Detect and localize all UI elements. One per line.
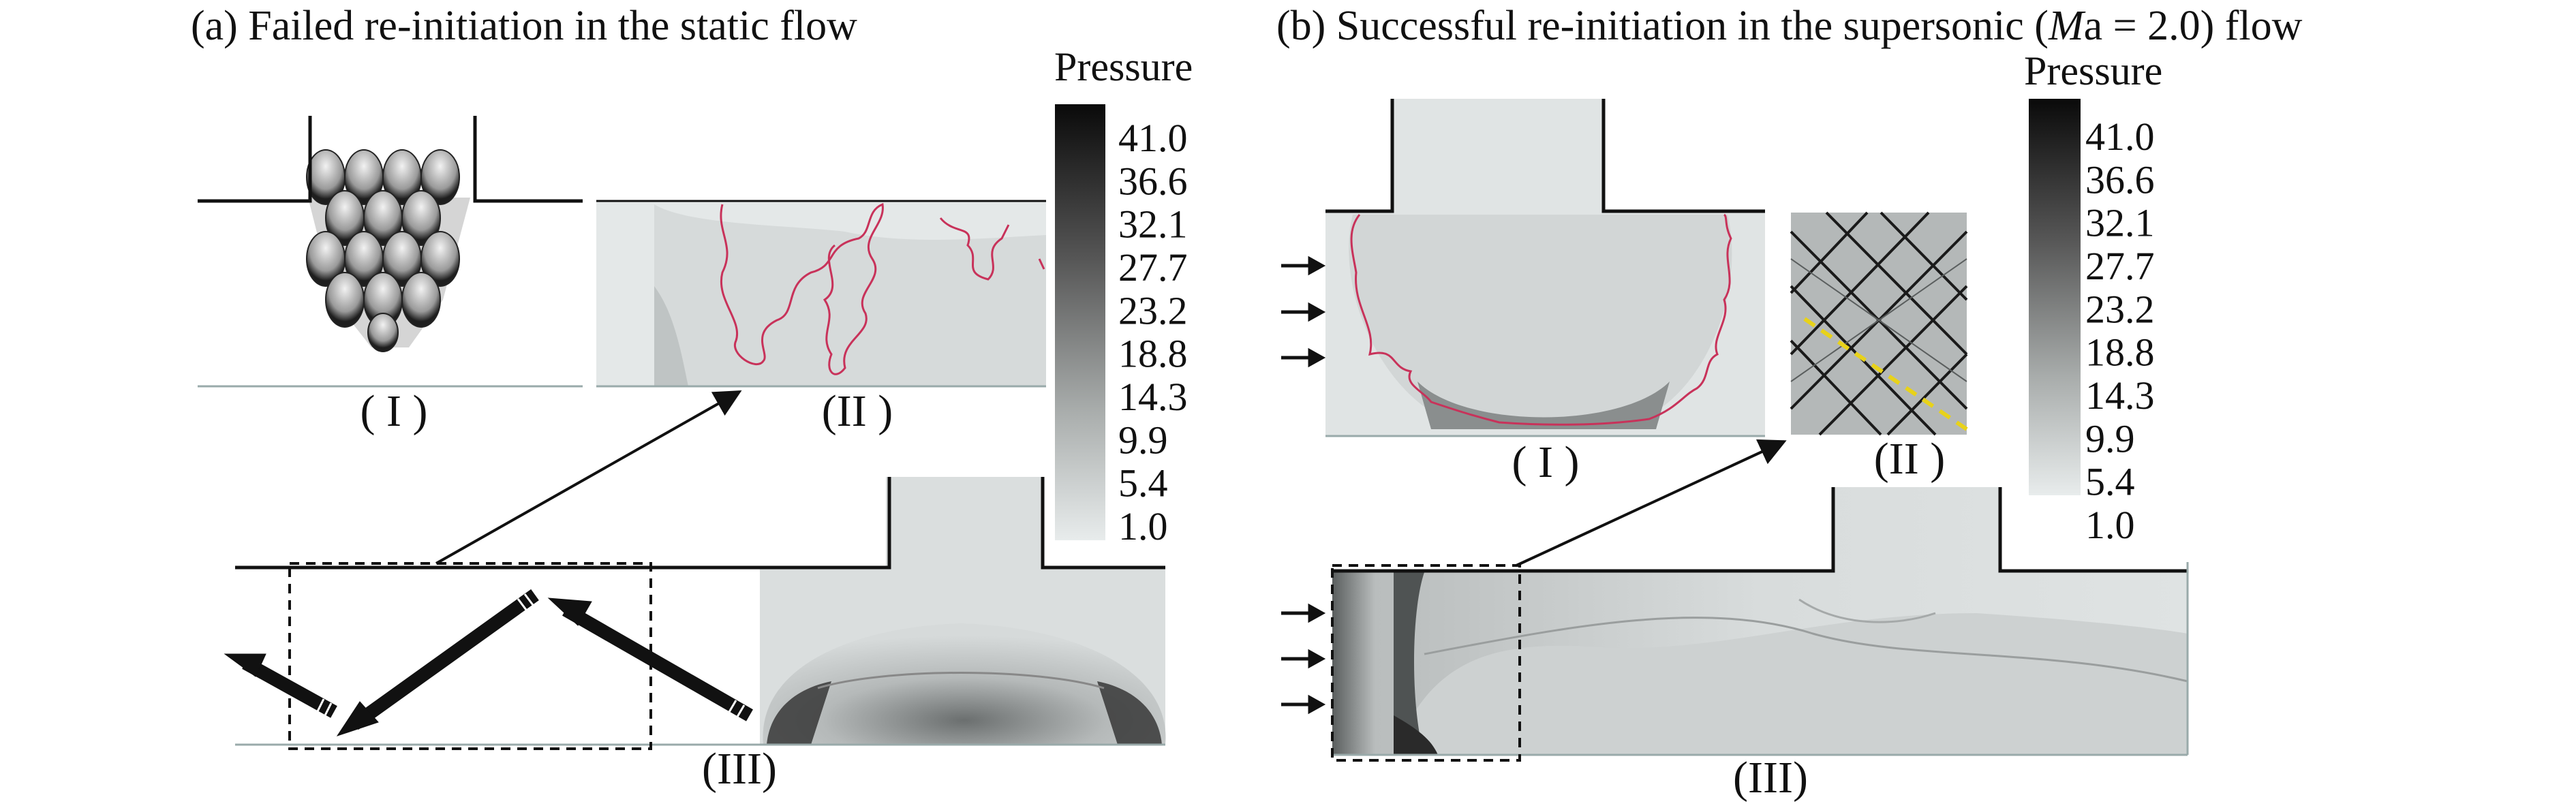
panel-a-colorbar-tick-1: 36.6 [1118, 159, 1188, 203]
panel-a-title: (a) Failed re-initiation in the static f… [191, 3, 857, 49]
panel-b-colorbar-gradient [2029, 99, 2081, 495]
panel-b-subfigure-III: (III) [1281, 439, 2189, 803]
panel-a-label-II: (II ) [822, 386, 893, 436]
panel-b-II-dashed-line [1803, 317, 1968, 431]
panel-b-colorbar-tick-5: 18.8 [2085, 330, 2155, 375]
panel-b-colorbar: Pressure 41.036.632.127.723.218.814.39.9… [2024, 48, 2162, 547]
panel-b-label-I: ( I ) [1512, 437, 1580, 487]
panel-b-colorbar-tick-6: 14.3 [2085, 373, 2155, 418]
panel-b-III-wall [1332, 487, 2188, 573]
panel-a-colorbar-tick-5: 18.8 [1118, 332, 1188, 376]
panel-b-II-field [1791, 213, 1967, 435]
panel-a-colorbar-tick-8: 5.4 [1118, 461, 1168, 506]
panel-b-colorbar-tick-9: 1.0 [2085, 503, 2135, 547]
panel-b-colorbar-tick-3: 27.7 [2085, 244, 2155, 288]
panel-a-colorbar-tick-7: 9.9 [1118, 418, 1168, 462]
panel-b-label-III: (III) [1733, 753, 1808, 803]
panel-b-I-inflow-arrows [1281, 255, 1326, 368]
panel-a-label-I: ( I ) [361, 386, 428, 436]
panel-b-I-wall [1325, 99, 1765, 213]
panel-a-III-detonation-bubble [763, 623, 1166, 745]
panel-a-colorbar-tick-0: 41.0 [1118, 116, 1188, 160]
panel-b-label-II: (II ) [1874, 434, 1945, 484]
panel-a-colorbar-tick-3: 27.7 [1118, 245, 1188, 290]
panel-a-subfigure-II: (II ) [596, 200, 1046, 436]
panel-b-colorbar-tick-1: 36.6 [2085, 157, 2155, 202]
panel-b-III-inflow-arrows [1281, 603, 1326, 715]
panel-a-colorbar-label: Pressure [1054, 44, 1193, 89]
panel-b-subfigure-II: (II ) [1790, 211, 1968, 484]
panel-a-II-flame-front [720, 202, 884, 375]
panel-a-III-wall [235, 477, 1165, 570]
panel-a-colorbar: Pressure 41.036.632.127.723.218.814.39.9… [1054, 44, 1193, 548]
panel-b-I-flame-front [1350, 213, 1732, 426]
panel-a-zoom-connector [435, 390, 742, 565]
panel-b-colorbar-tick-8: 5.4 [2085, 460, 2135, 504]
panel-a-colorbar-tick-2: 32.1 [1118, 202, 1188, 247]
panel-b-III-zoom-box [1331, 564, 1521, 762]
panel-a-I-wall [198, 116, 583, 203]
panel-b-colorbar-label: Pressure [2024, 48, 2162, 93]
panel-a-subfigure-III: (III) [224, 390, 1166, 794]
panel-a-III-zoom-box [288, 562, 652, 750]
panel-b-colorbar-tick-7: 9.9 [2085, 416, 2135, 461]
panel-b-I-detonation-bubble [1349, 215, 1732, 426]
panel-a-label-III: (III) [702, 744, 777, 794]
panel-b-subfigure-I: ( I ) [1281, 99, 1765, 487]
panel-a-colorbar-gradient [1055, 104, 1105, 540]
panel-a-colorbar-tick-4: 23.2 [1118, 288, 1188, 332]
panel-b-colorbar-tick-2: 32.1 [2085, 201, 2155, 245]
panel-a-colorbar-tick-9: 1.0 [1118, 504, 1168, 548]
panel-a-III-wave-arrows [224, 589, 753, 736]
panel-a-colorbar-tick-6: 14.3 [1118, 375, 1188, 419]
panel-b-colorbar-tick-0: 41.0 [2085, 114, 2155, 159]
panel-a-subfigure-I: ( I ) [198, 116, 583, 436]
panel-a-I-cells [306, 149, 470, 352]
panel-b-title: (b) Successful re-initiation in the supe… [1276, 3, 2303, 49]
panel-b-zoom-connector [1516, 439, 1787, 567]
panel-b-colorbar-tick-4: 23.2 [2085, 287, 2155, 331]
